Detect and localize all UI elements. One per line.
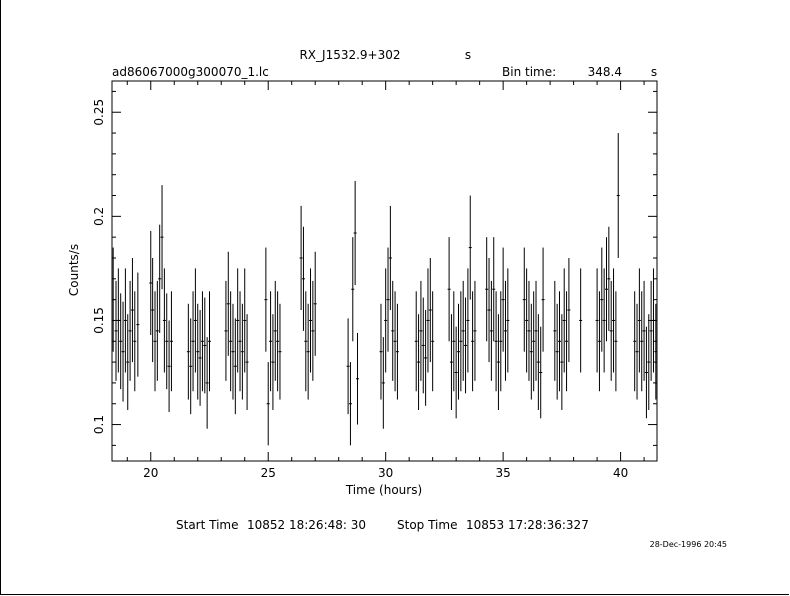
chart-title-suffix: s: [465, 48, 471, 62]
plot-timestamp: 28-Dec-1996 20:45: [650, 540, 727, 549]
start-time-label: Start Time: [176, 518, 239, 532]
bin-time-unit: s: [651, 65, 657, 79]
stop-time-label: Stop Time: [397, 518, 457, 532]
y-tick-label: 0.15: [92, 307, 106, 334]
x-tick-label: 30: [378, 466, 393, 480]
file-name: ad86067000g300070_1.lc: [112, 65, 269, 79]
x-tick-label: 20: [143, 466, 158, 480]
plot-frame: [111, 80, 658, 462]
x-tick-label: 35: [495, 466, 510, 480]
y-axis-label: Counts/s: [67, 244, 81, 296]
y-tick-label: 0.2: [92, 207, 106, 226]
start-time-value: 10852 18:26:48: 30: [247, 518, 366, 532]
data-points: [111, 133, 658, 446]
axis-tick-labels: 20 25 30 35 40 0.1 0.15 0.2 0.25: [92, 99, 628, 480]
x-tick-label: 25: [261, 466, 276, 480]
y-tick-label: 0.25: [92, 99, 106, 126]
stop-time-value: 10853 17:28:36:327: [466, 518, 589, 532]
x-tick-label: 40: [613, 466, 628, 480]
bin-time-label: Bin time:: [502, 65, 556, 79]
chart-title: RX_J1532.9+302: [299, 48, 400, 62]
x-axis-label: Time (hours): [345, 483, 422, 497]
axis-ticks: [112, 81, 657, 461]
y-tick-label: 0.1: [92, 415, 106, 434]
bin-time-value: 348.4: [588, 65, 622, 79]
